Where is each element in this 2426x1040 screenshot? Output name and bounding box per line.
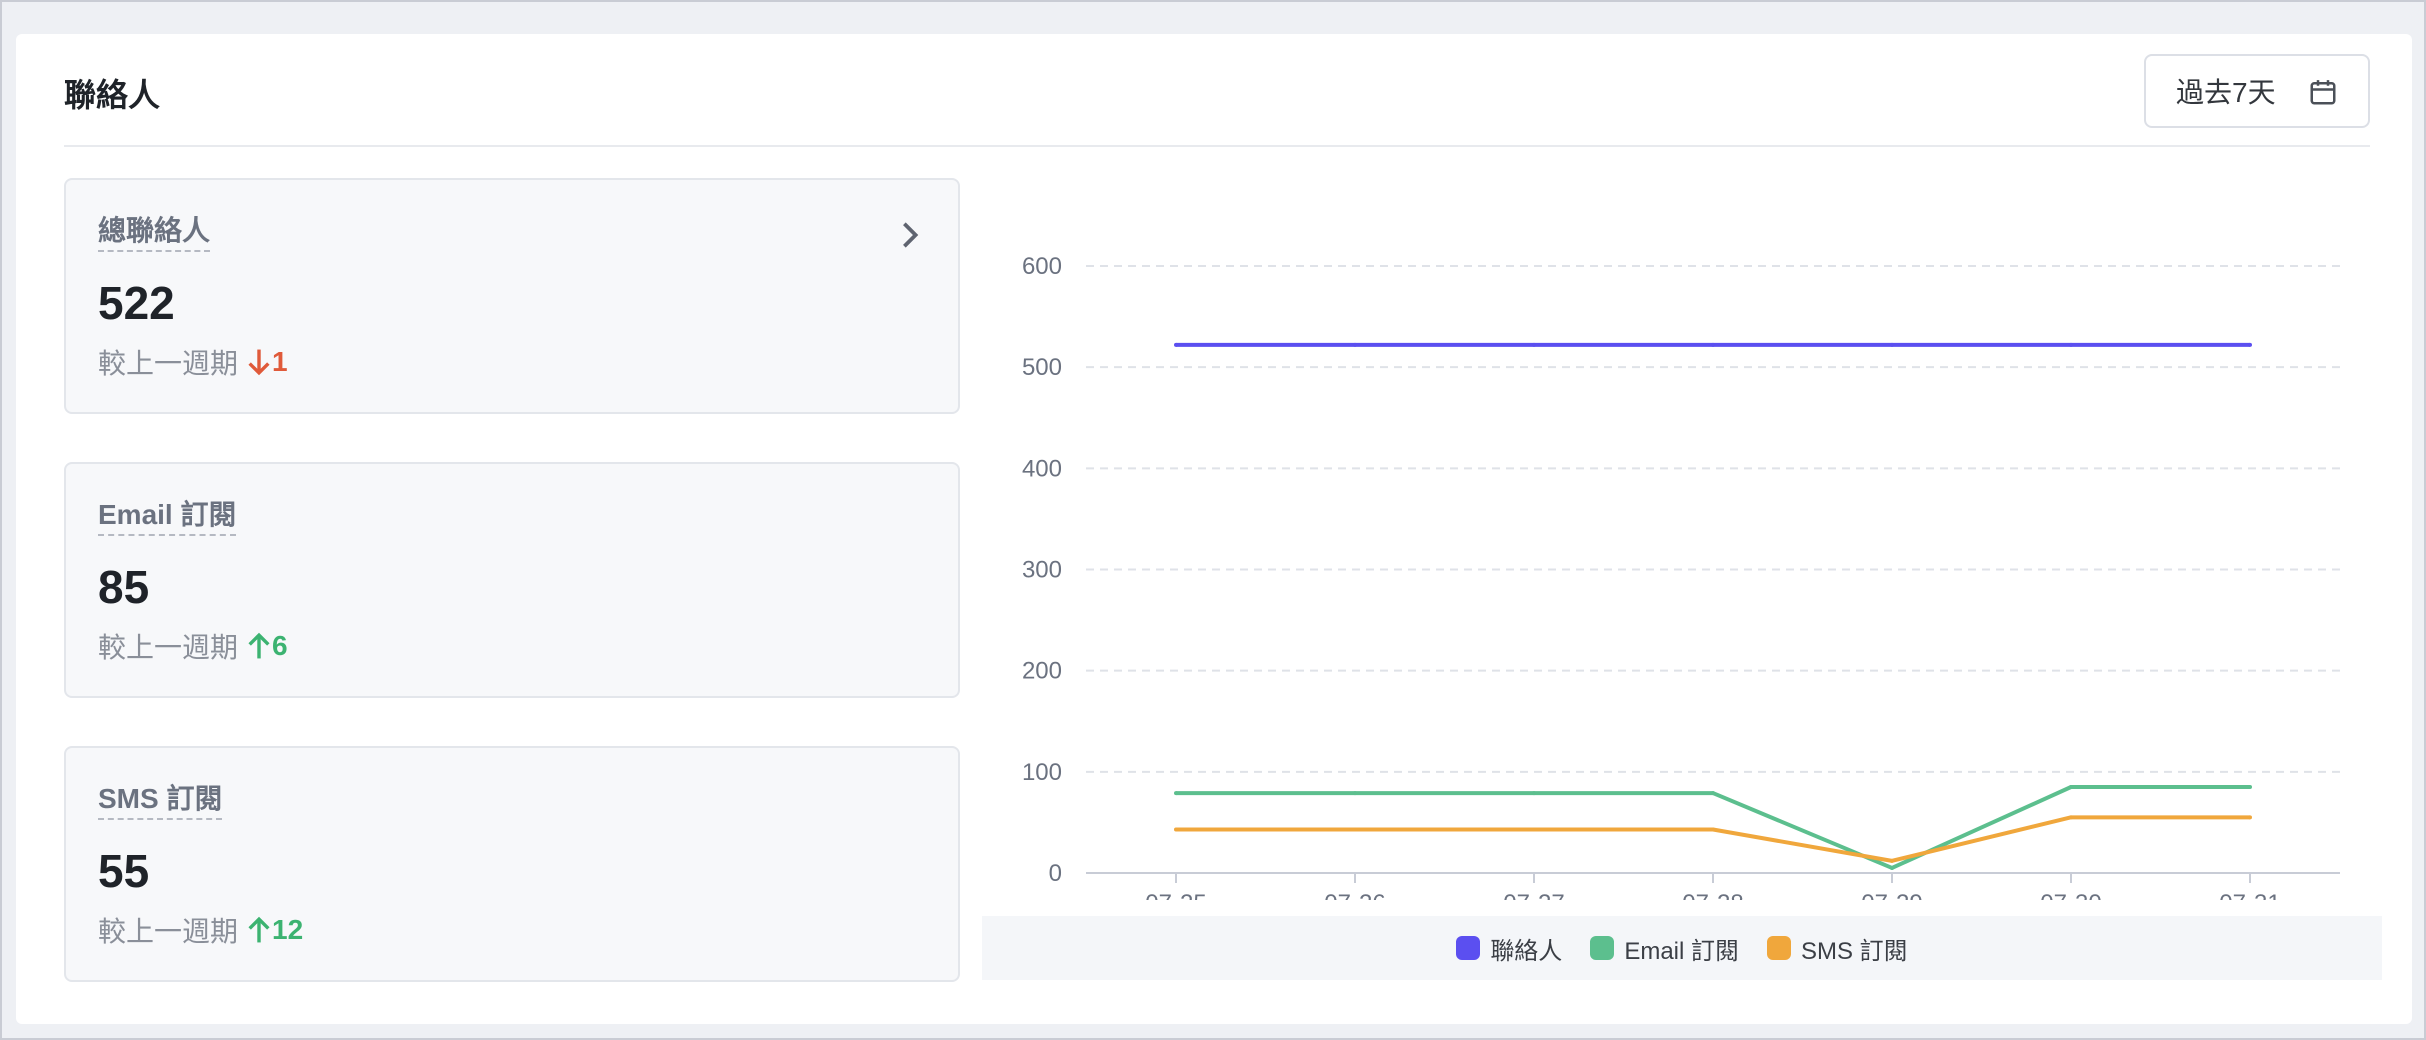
data-point	[2069, 785, 2073, 790]
data-point	[2248, 815, 2252, 820]
y-tick-label: 200	[1022, 658, 1062, 685]
data-point	[1353, 791, 1357, 796]
y-tick-label: 300	[1022, 557, 1062, 584]
delta-up: 6	[248, 630, 288, 662]
data-point	[1174, 791, 1178, 796]
legend-item[interactable]: 聯絡人	[1456, 931, 1562, 966]
contacts-panel: 聯絡人 過去7天 總聯絡人 522 較上一週期	[16, 34, 2412, 1024]
legend-swatch	[1590, 936, 1615, 960]
y-tick-label: 600	[1022, 253, 1062, 280]
delta-value: 6	[272, 630, 288, 661]
data-point	[1174, 342, 1178, 347]
compare-label: 較上一週期	[98, 348, 239, 379]
stat-card-compare: 較上一週期 6	[98, 626, 288, 666]
delta-down: 1	[248, 346, 288, 378]
legend-item[interactable]: SMS 訂閱	[1767, 931, 1908, 966]
data-point	[1711, 827, 1715, 832]
stat-card-label[interactable]: SMS 訂閱	[98, 783, 223, 820]
data-point	[2069, 815, 2073, 820]
data-point	[1532, 342, 1536, 347]
series-line	[1176, 785, 2250, 870]
stat-card-value: 55	[98, 845, 150, 897]
legend-item[interactable]: Email 訂閱	[1590, 931, 1739, 966]
chart-legend: 聯絡人 Email 訂閱 SMS 訂閱	[982, 916, 2382, 980]
legend-label: 聯絡人	[1490, 937, 1563, 965]
arrow-up-icon	[248, 632, 270, 659]
panel-title: 聯絡人	[64, 77, 161, 113]
data-point	[2248, 342, 2252, 347]
y-tick-label: 100	[1022, 759, 1062, 786]
line-chart-svg: 0 100 200 300 400 500 600 07-25 07-26 07-27 07-28 0…	[1022, 253, 2340, 917]
data-point	[1353, 827, 1357, 832]
legend-label: Email 訂閱	[1624, 937, 1739, 965]
data-point	[1890, 865, 1894, 870]
data-point	[1353, 342, 1357, 347]
x-tick-label: 07-29	[1861, 890, 1922, 900]
data-point	[1711, 791, 1715, 796]
legend-swatch	[1767, 936, 1791, 960]
data-point	[1174, 827, 1178, 832]
date-range-label: 過去7天	[2176, 77, 2276, 108]
legend-swatch	[1456, 936, 1481, 960]
compare-label: 較上一週期	[98, 916, 239, 947]
chevron-right-icon[interactable]	[898, 220, 922, 250]
stat-card-compare: 較上一週期 12	[98, 910, 303, 950]
x-tick-label: 07-25	[1145, 890, 1206, 900]
stat-card-value: 522	[98, 277, 175, 329]
x-tick-label: 07-30	[2040, 890, 2101, 900]
stat-card-total-contacts[interactable]: 總聯絡人 522 較上一週期 1	[64, 178, 960, 414]
stat-card-label[interactable]: Email 訂閱	[98, 499, 237, 536]
delta-value: 12	[272, 914, 304, 945]
y-tick-label: 400	[1022, 455, 1062, 482]
y-tick-label: 0	[1049, 860, 1062, 887]
y-tick-label: 500	[1022, 354, 1062, 381]
stat-card-sms-subscriptions: SMS 訂閱 55 較上一週期 12	[64, 746, 960, 982]
series-line	[1176, 815, 2250, 863]
arrow-down-icon	[248, 349, 270, 376]
header-divider	[64, 145, 2370, 147]
data-point	[1890, 858, 1894, 863]
legend-label: SMS 訂閱	[1801, 937, 1908, 965]
stat-card-value: 85	[98, 561, 150, 613]
stat-card-compare: 較上一週期 1	[98, 342, 288, 382]
data-point	[2248, 785, 2252, 790]
x-tick-label: 07-28	[1682, 890, 1743, 900]
data-point	[1890, 342, 1894, 347]
x-tick-label: 07-31	[2219, 890, 2280, 900]
delta-value: 1	[272, 346, 288, 377]
data-point	[1532, 791, 1536, 796]
calendar-icon	[2310, 80, 2336, 105]
line-chart: 0 100 200 300 400 500 600 07-25 07-26 07-27 07-28 0…	[982, 180, 2382, 940]
data-point	[1532, 827, 1536, 832]
data-point	[1711, 342, 1715, 347]
stat-card-label[interactable]: 總聯絡人	[98, 215, 211, 252]
arrow-up-icon	[248, 916, 270, 943]
data-point	[2069, 342, 2073, 347]
compare-label: 較上一週期	[98, 632, 239, 663]
x-tick-label: 07-27	[1503, 890, 1564, 900]
x-tick-label: 07-26	[1324, 890, 1385, 900]
date-range-selector[interactable]: 過去7天	[2144, 54, 2370, 128]
stat-card-email-subscriptions: Email 訂閱 85 較上一週期 6	[64, 462, 960, 698]
delta-up: 12	[248, 914, 303, 946]
